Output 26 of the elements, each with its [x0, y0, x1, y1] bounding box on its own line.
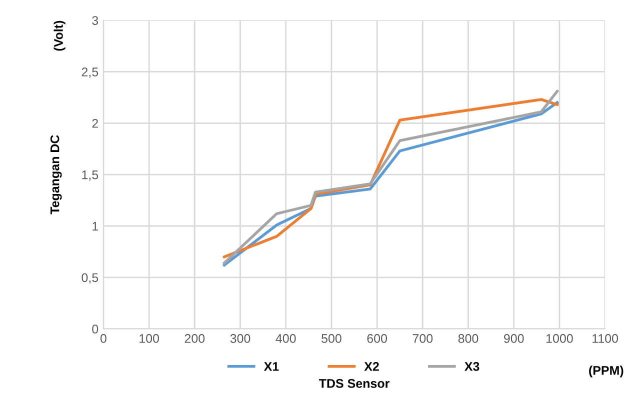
- x-tick-label: 1100: [592, 334, 618, 343]
- legend-label: X2: [364, 362, 379, 371]
- x-tick-label: 400: [276, 334, 296, 343]
- x-tick-label: 0: [100, 334, 106, 343]
- x-tick-label: 600: [367, 334, 387, 343]
- y-tick-label: 2,5: [82, 68, 98, 78]
- y-tick-label: 0,5: [82, 273, 98, 284]
- x-tick-label: 100: [140, 334, 159, 343]
- y-tick-label: 1,5: [82, 170, 98, 181]
- x-tick-label: 900: [504, 334, 524, 343]
- legend-label: X3: [464, 362, 480, 371]
- y-tick-label: 0: [92, 324, 98, 334]
- x-tick-label: 800: [458, 334, 478, 343]
- x-axis-title: TDS Sensor: [318, 379, 390, 388]
- y-axis-title: Tegangan DC: [50, 135, 62, 214]
- x-tick-label: 200: [184, 334, 205, 343]
- x-tick-label: 500: [322, 334, 342, 343]
- legend-label: X1: [264, 362, 279, 371]
- x-tick-label: 300: [230, 334, 250, 343]
- x-tick-label: 700: [412, 334, 433, 343]
- y-tick-label: 2: [92, 118, 98, 128]
- text: (Volt): [54, 20, 66, 51]
- y-tick-label: 3: [92, 16, 98, 25]
- x-tick-label: 1000: [546, 334, 573, 343]
- text: (PPM): [589, 366, 624, 378]
- y-tick-label: 1: [92, 222, 98, 231]
